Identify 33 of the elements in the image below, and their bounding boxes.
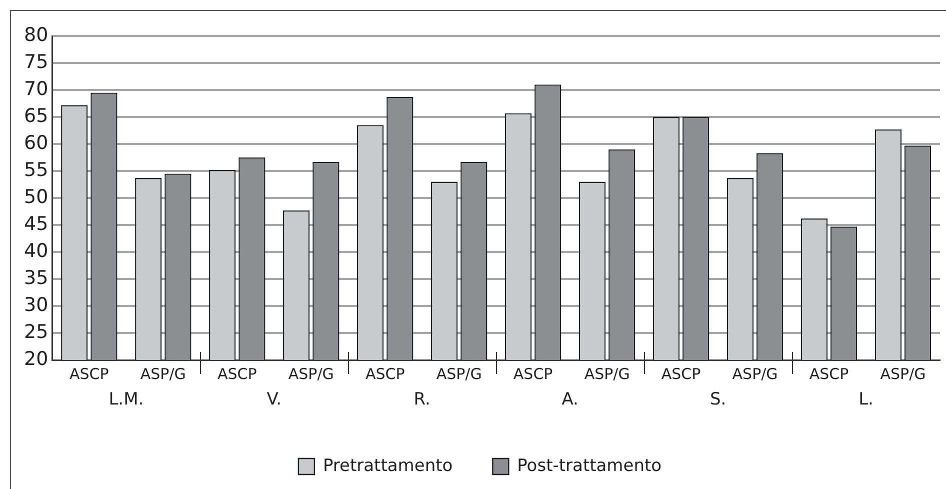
y-tick-label: 35 <box>24 266 48 289</box>
y-tick-label: 70 <box>24 78 48 100</box>
y-tick-label: 55 <box>24 158 48 181</box>
x-tick-label: ASCP <box>217 364 257 383</box>
x-tick-label: ASCP <box>661 364 701 383</box>
x-tick-label: ASCP <box>513 364 553 383</box>
legend-label: Pretrattamento <box>322 456 453 476</box>
y-tick-label: 50 <box>24 186 48 208</box>
legend-label: Post-trattamento <box>517 456 662 476</box>
text: R. <box>414 389 430 410</box>
y-tick-label: 40 <box>24 240 48 262</box>
x-tick-label: ASCP <box>365 364 405 383</box>
text: V. <box>266 389 282 410</box>
y-tick-label: 25 <box>24 320 48 343</box>
x-tick-label: ASP/G <box>732 364 778 383</box>
y-tick-label: 65 <box>24 104 48 127</box>
x-tick-label: ASP/G <box>436 364 482 383</box>
y-tick-label: 75 <box>24 50 48 73</box>
text: L. <box>858 389 874 410</box>
y-tick-label: 60 <box>24 132 48 154</box>
y-tick-label: 20 <box>24 348 48 370</box>
x-tick-label: ASCP <box>809 364 849 383</box>
x-tick-label: ASP/G <box>584 364 630 383</box>
x-tick-label: ASP/G <box>880 364 926 383</box>
text: L.M. <box>108 389 144 410</box>
text: A. <box>562 389 578 410</box>
y-tick-label: 80 <box>24 24 48 46</box>
x-tick-label: ASP/G <box>288 364 334 383</box>
y-tick-label: 30 <box>24 294 48 316</box>
x-tick-label: ASP/G <box>140 364 186 383</box>
y-tick-label: 45 <box>24 212 48 235</box>
x-tick-label: ASCP <box>70 364 109 383</box>
text: S. <box>710 389 726 410</box>
